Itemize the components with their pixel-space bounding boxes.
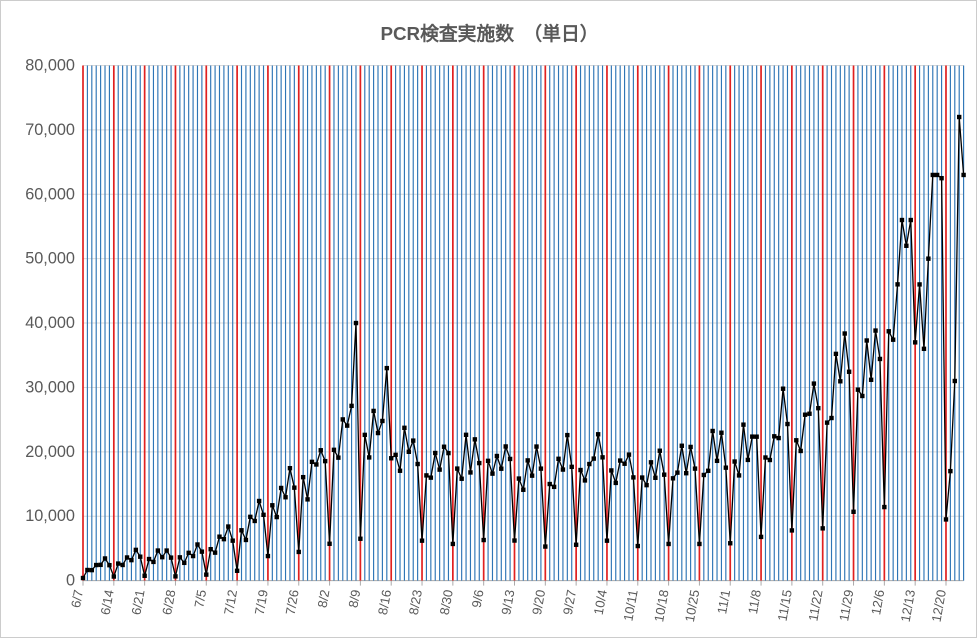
svg-text:0: 0 — [66, 572, 75, 590]
svg-text:70,000: 70,000 — [25, 121, 75, 139]
svg-text:8/16: 8/16 — [375, 589, 394, 617]
svg-text:8/30: 8/30 — [437, 589, 456, 617]
svg-text:9/13: 9/13 — [498, 589, 517, 617]
svg-text:7/19: 7/19 — [252, 589, 271, 617]
svg-text:10/25: 10/25 — [682, 589, 702, 624]
svg-text:40,000: 40,000 — [25, 314, 75, 332]
svg-text:30,000: 30,000 — [25, 378, 75, 396]
svg-text:12/20: 12/20 — [929, 589, 949, 624]
svg-text:8/23: 8/23 — [406, 589, 425, 617]
svg-text:6/7: 6/7 — [68, 589, 86, 609]
svg-text:8/9: 8/9 — [345, 589, 363, 609]
svg-text:9/6: 9/6 — [469, 589, 487, 609]
svg-text:7/26: 7/26 — [283, 589, 302, 617]
svg-text:80,000: 80,000 — [25, 57, 75, 75]
svg-text:60,000: 60,000 — [25, 185, 75, 203]
svg-text:6/28: 6/28 — [159, 589, 178, 617]
svg-text:11/1: 11/1 — [714, 589, 733, 616]
svg-text:9/20: 9/20 — [529, 589, 548, 617]
svg-text:10/4: 10/4 — [591, 589, 610, 617]
svg-text:9/27: 9/27 — [560, 589, 579, 617]
svg-text:11/29: 11/29 — [836, 589, 856, 623]
svg-text:50,000: 50,000 — [25, 250, 75, 268]
svg-text:12/6: 12/6 — [868, 589, 887, 617]
svg-text:6/14: 6/14 — [98, 589, 117, 617]
svg-text:20,000: 20,000 — [25, 443, 75, 461]
svg-text:7/5: 7/5 — [191, 589, 209, 609]
svg-text:11/8: 11/8 — [745, 589, 764, 616]
svg-text:11/15: 11/15 — [775, 589, 795, 623]
svg-text:10/11: 10/11 — [620, 589, 640, 623]
svg-text:12/13: 12/13 — [898, 589, 918, 624]
svg-text:7/12: 7/12 — [221, 589, 240, 617]
svg-text:10,000: 10,000 — [25, 507, 75, 525]
svg-text:8/2: 8/2 — [315, 589, 333, 609]
svg-text:6/21: 6/21 — [128, 589, 147, 617]
svg-text:10/18: 10/18 — [651, 589, 671, 624]
svg-text:11/22: 11/22 — [805, 589, 825, 623]
